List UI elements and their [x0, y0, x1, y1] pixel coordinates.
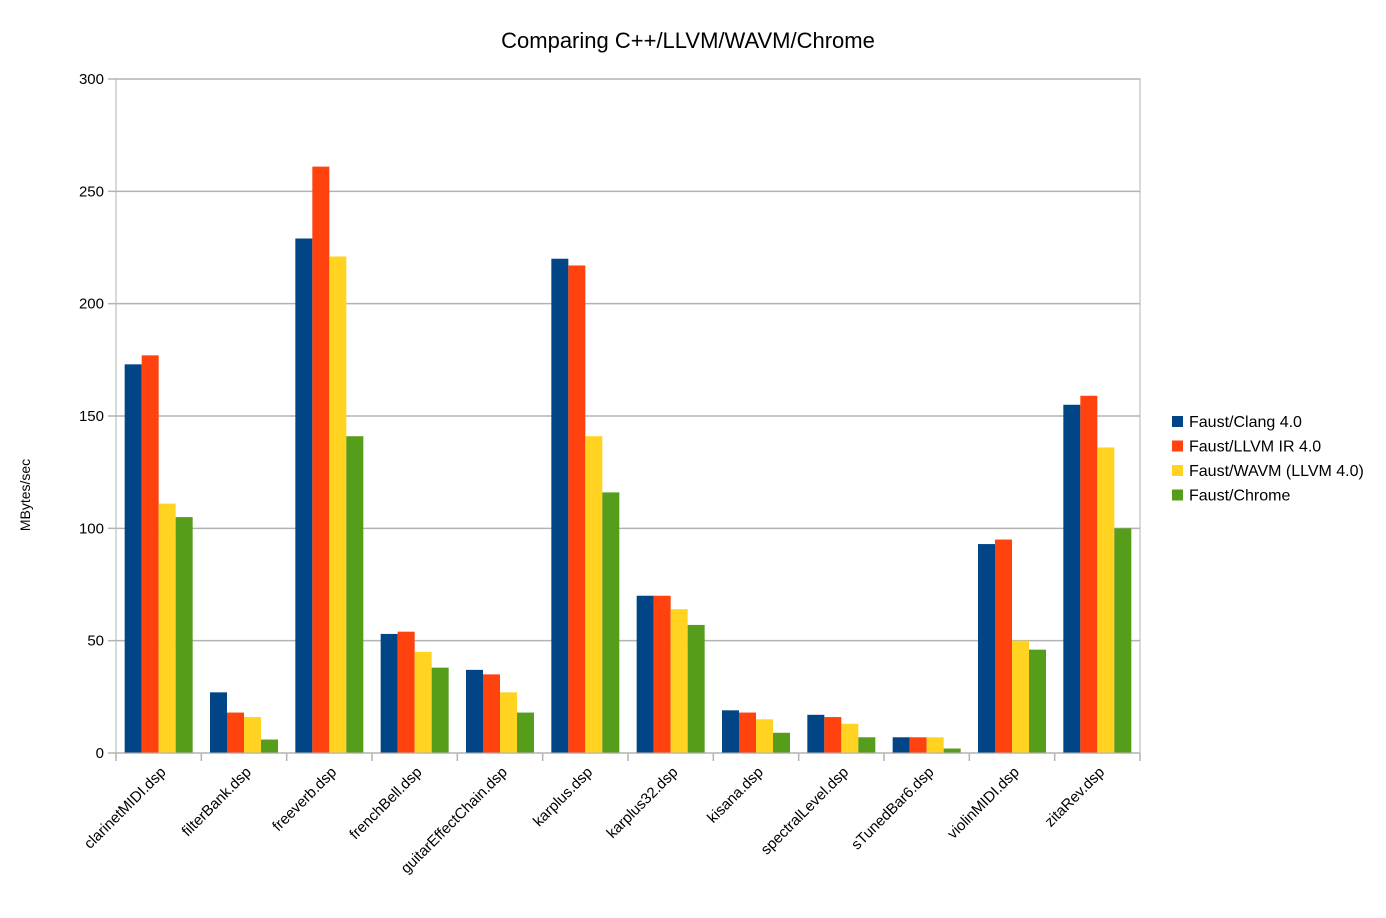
bar	[943, 748, 961, 753]
y-tick-label: 100	[79, 520, 104, 537]
x-tick-label: frenchBell.dsp	[346, 764, 425, 843]
bar	[687, 624, 705, 753]
x-tick-label: kisana.dsp	[704, 764, 767, 827]
y-tick-label: 200	[79, 296, 104, 313]
bar	[602, 492, 620, 753]
chart-title: Comparing C++/LLVM/WAVM/Chrome	[501, 28, 875, 53]
bar	[210, 692, 227, 753]
legend-swatch	[1172, 440, 1183, 452]
bar	[773, 732, 790, 753]
axes	[108, 78, 1141, 761]
bar	[1029, 649, 1046, 753]
bar	[414, 651, 432, 753]
legend-entry-label: Faust/WAVM (LLVM 4.0)	[1189, 463, 1364, 480]
y-tick-label: 50	[87, 633, 104, 650]
bar	[483, 674, 500, 753]
x-tick-label: filterBank.dsp	[179, 764, 255, 840]
bar	[841, 723, 859, 753]
bar	[295, 238, 313, 754]
bar	[141, 355, 159, 753]
bar	[329, 256, 347, 753]
legend-swatch	[1172, 489, 1183, 501]
x-tick-label: violinMIDI.dsp	[944, 764, 1023, 843]
bar	[244, 717, 261, 753]
bar	[892, 737, 910, 753]
legend-swatch	[1172, 416, 1183, 427]
legend: Faust/Clang 4.0 Faust/LLVM IR 4.0 Faust/WA…	[1172, 414, 1364, 505]
legend-swatch	[1172, 465, 1183, 476]
bar	[431, 667, 449, 753]
bar	[346, 436, 364, 753]
bar	[158, 503, 176, 753]
bar	[124, 364, 142, 753]
bar	[1114, 528, 1132, 753]
bar	[995, 539, 1012, 753]
y-tick-label: 300	[79, 71, 104, 88]
bar	[175, 517, 193, 753]
x-tick-label: spectralLevel.dsp	[758, 764, 853, 859]
bar	[380, 633, 398, 753]
y-axis-label: MBytes/sec	[17, 459, 33, 531]
bar	[739, 712, 756, 753]
bar	[1080, 395, 1098, 753]
bar	[1097, 447, 1115, 753]
bar	[585, 436, 603, 753]
bar	[636, 595, 654, 753]
bar	[909, 737, 927, 753]
x-tick-label: karplus32.dsp	[603, 764, 681, 842]
x-tick-label: clarinetMIDI.dsp	[81, 764, 170, 853]
bar	[670, 609, 688, 753]
x-tick-label: sTunedBar6.dsp	[848, 764, 937, 853]
bar	[722, 710, 739, 753]
bar	[1063, 404, 1081, 753]
bar	[466, 669, 483, 753]
bar	[653, 595, 671, 753]
y-tick-label: 0	[96, 745, 104, 762]
bar	[500, 692, 517, 753]
x-tick-labels: clarinetMIDI.dsp filterBank.dsp freeverb.d…	[81, 764, 1108, 877]
bar	[397, 631, 415, 753]
bar	[551, 258, 569, 753]
bar	[568, 265, 586, 753]
bar	[227, 712, 244, 753]
legend-entry-label: Faust/Chrome	[1189, 488, 1290, 505]
bar	[978, 544, 995, 753]
bar	[312, 166, 330, 753]
y-tick-label: 150	[79, 408, 104, 425]
bar	[824, 717, 842, 753]
bar	[926, 737, 944, 753]
bar	[807, 714, 825, 753]
bar	[261, 739, 278, 753]
y-tick-labels: 0 50 100 150 200 250 300	[79, 71, 104, 762]
bar	[756, 719, 773, 753]
legend-entry-label: Faust/LLVM IR 4.0	[1189, 439, 1321, 456]
bar	[517, 712, 534, 753]
bar	[1012, 640, 1029, 753]
x-tick-label: karplus.dsp	[530, 764, 596, 830]
bar	[858, 737, 876, 753]
bars	[124, 166, 1132, 754]
legend-entry-label: Faust/Clang 4.0	[1189, 414, 1302, 431]
x-tick-label: zitaRev.dsp	[1042, 764, 1109, 831]
x-tick-label: freeverb.dsp	[269, 764, 340, 835]
y-tick-label: 250	[79, 183, 104, 200]
